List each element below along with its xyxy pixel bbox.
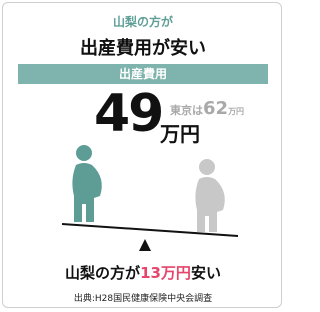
- conclusion-amount: 13万円: [140, 264, 191, 282]
- page: 山梨の方が 出産費用が安い 出産費用 49 万円 東京は62万円 山梨の方が13…: [0, 0, 286, 312]
- figure-left: [72, 145, 101, 222]
- conclusion-prefix: 山梨の方が: [65, 264, 140, 282]
- source: 出典:H28国民健康保険中央会調査: [0, 291, 286, 304]
- figure-right: [195, 159, 224, 232]
- fulcrum: [139, 239, 151, 251]
- conclusion: 山梨の方が13万円安い: [0, 262, 286, 283]
- conclusion-suffix: 安い: [191, 264, 221, 282]
